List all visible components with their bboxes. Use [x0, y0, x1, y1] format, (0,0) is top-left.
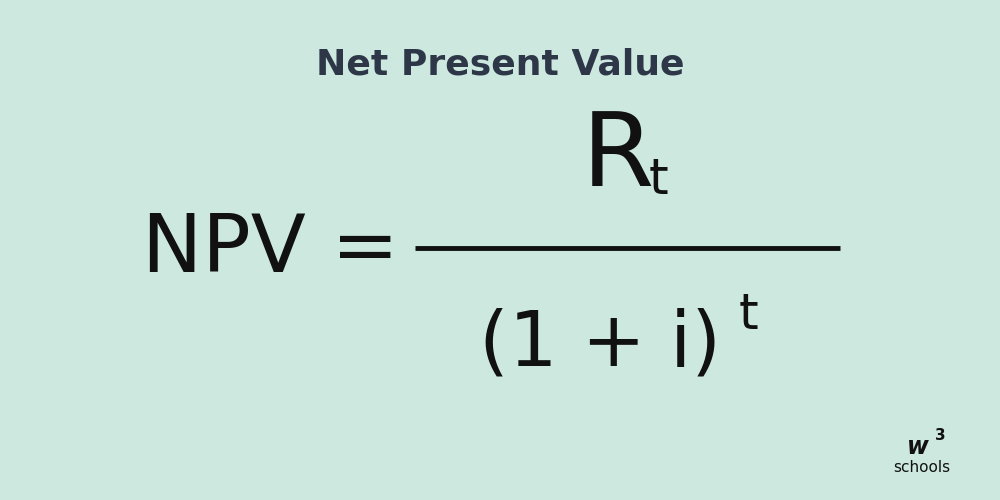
Text: 3: 3 [935, 428, 945, 442]
Text: R: R [582, 107, 654, 208]
Text: NPV =: NPV = [142, 211, 398, 289]
Text: t: t [738, 291, 758, 339]
Text: (1 + i): (1 + i) [479, 308, 721, 382]
Text: t: t [648, 156, 668, 204]
Text: Net Present Value: Net Present Value [316, 48, 684, 82]
Text: schools: schools [893, 460, 951, 475]
Text: w: w [907, 436, 929, 460]
